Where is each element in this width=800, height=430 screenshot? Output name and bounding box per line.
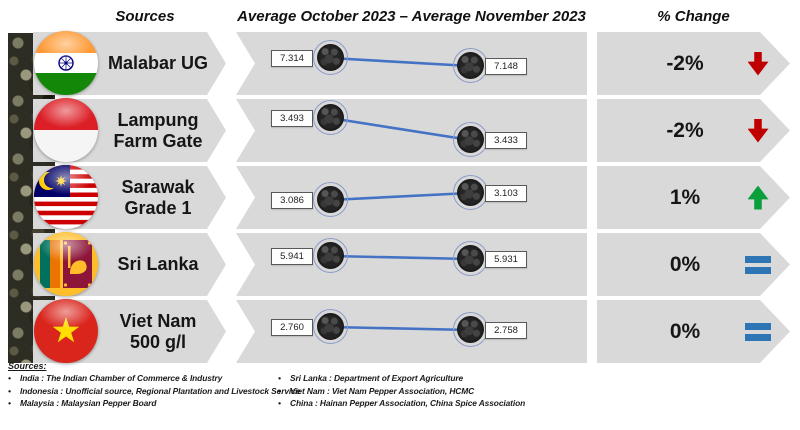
percent-change-value: 0% <box>669 252 701 276</box>
bullet-icon: • <box>278 373 281 383</box>
peppercorn-icon <box>457 316 484 343</box>
peppercorn-icon <box>317 44 344 71</box>
october-value-label: 3.493 <box>271 110 313 127</box>
footnote-list-left: • India : The Indian Chamber of Commerce … <box>8 372 300 410</box>
bullet-icon: • <box>8 398 11 408</box>
footnote-list-right: • Sri Lanka : Department of Export Agricu… <box>278 372 525 410</box>
peppercorn-datapoint-november <box>453 312 488 347</box>
table-row: Sri Lanka 5.941 5.931 0% <box>0 232 800 296</box>
table-row: Malabar UG 7.314 7.148 -2% <box>0 31 800 95</box>
november-value-label: 2.758 <box>485 322 527 339</box>
bullet-icon: • <box>278 398 281 408</box>
malaysia-flag-icon <box>34 165 98 229</box>
equals-icon <box>743 233 773 296</box>
slope-chart: 7.314 7.148 <box>236 32 587 95</box>
sri-lanka-flag-icon <box>34 232 98 296</box>
footnote-item: • Indonesia : Unofficial source, Regional… <box>8 385 301 396</box>
november-value-label: 3.103 <box>485 185 527 202</box>
peppercorn-icon <box>457 52 484 79</box>
footnote-item: • Malaysia : Malaysian Pepper Board <box>8 398 157 408</box>
peppercorn-datapoint-october <box>313 309 348 344</box>
footnote-heading: Sources: <box>8 361 47 371</box>
november-value-label: 7.148 <box>485 58 527 75</box>
slope-chart: 2.760 2.758 <box>236 300 587 363</box>
october-value-label: 7.314 <box>271 50 313 67</box>
peppercorn-icon <box>317 313 344 340</box>
footnote-item: • India : The Indian Chamber of Commerce … <box>8 373 223 383</box>
footnote-item: • China : Hainan Pepper Association, Chin… <box>278 398 526 408</box>
slope-line <box>329 191 471 202</box>
peppercorn-datapoint-october <box>313 238 348 273</box>
row-label: Lampung Farm Gate <box>113 109 203 151</box>
peppercorn-datapoint-october <box>313 182 348 217</box>
percent-change-value: 1% <box>669 185 701 209</box>
row-label: Viet Nam 500 g/l <box>119 310 197 352</box>
slope-chart: 5.941 5.931 <box>236 233 587 296</box>
peppercorn-icon <box>317 242 344 269</box>
peppercorn-datapoint-november <box>453 48 488 83</box>
percent-change-value: 0% <box>669 319 701 343</box>
table-row: Lampung Farm Gate 3.493 3.433 -2% <box>0 98 800 162</box>
bullet-icon: • <box>8 385 11 396</box>
footnote-item: • Sri Lanka : Department of Export Agricu… <box>278 373 464 383</box>
table-row: Viet Nam 500 g/l 2.760 2.758 0% <box>0 299 800 363</box>
peppercorn-icon <box>457 126 484 153</box>
bullet-icon: • <box>278 385 281 396</box>
footnote-item: • Viet Nam : Viet Nam Pepper Association,… <box>278 385 475 396</box>
slope-chart: 3.086 3.103 <box>236 166 587 229</box>
vietnam-flag-icon <box>34 299 98 363</box>
slope-chart: 3.493 3.433 <box>236 99 587 162</box>
slope-line <box>329 56 471 68</box>
percent-change-value: -2% <box>666 118 704 142</box>
bullet-icon: • <box>8 373 11 383</box>
row-change-band <box>597 300 790 363</box>
slope-line <box>329 254 471 261</box>
down-arrow-icon <box>743 99 773 162</box>
peppercorn-icon <box>457 245 484 272</box>
peppercorn-datapoint-october <box>313 100 348 135</box>
peppercorn-datapoint-november <box>453 175 488 210</box>
chart-title: Average October 2023 – Average November … <box>237 7 586 25</box>
peppercorn-datapoint-november <box>453 241 488 276</box>
row-label: Malabar UG <box>107 53 209 73</box>
slope-line <box>329 325 471 332</box>
indonesia-flag-icon <box>34 98 98 162</box>
table-row: Sarawak Grade 1 3.086 3.103 1% <box>0 165 800 229</box>
row-label: Sarawak Grade 1 <box>121 176 195 218</box>
peppercorn-icon <box>457 179 484 206</box>
peppercorn-datapoint-october <box>313 40 348 75</box>
november-value-label: 3.433 <box>485 132 527 149</box>
peppercorn-icon <box>317 104 344 131</box>
november-value-label: 5.931 <box>485 251 527 268</box>
india-flag-icon <box>34 31 98 95</box>
percent-change-column-header: % Change <box>657 7 730 25</box>
sources-column-header: Sources <box>115 7 175 25</box>
peppercorn-icon <box>317 186 344 213</box>
equals-icon <box>743 300 773 363</box>
october-value-label: 3.086 <box>271 192 313 209</box>
slope-line <box>329 116 471 142</box>
row-label: Sri Lanka <box>117 254 199 274</box>
peppercorn-datapoint-november <box>453 122 488 157</box>
october-value-label: 5.941 <box>271 248 313 265</box>
down-arrow-icon <box>743 32 773 95</box>
october-value-label: 2.760 <box>271 319 313 336</box>
percent-change-value: -2% <box>666 51 704 75</box>
row-change-band <box>597 233 790 296</box>
up-arrow-icon <box>743 166 773 229</box>
